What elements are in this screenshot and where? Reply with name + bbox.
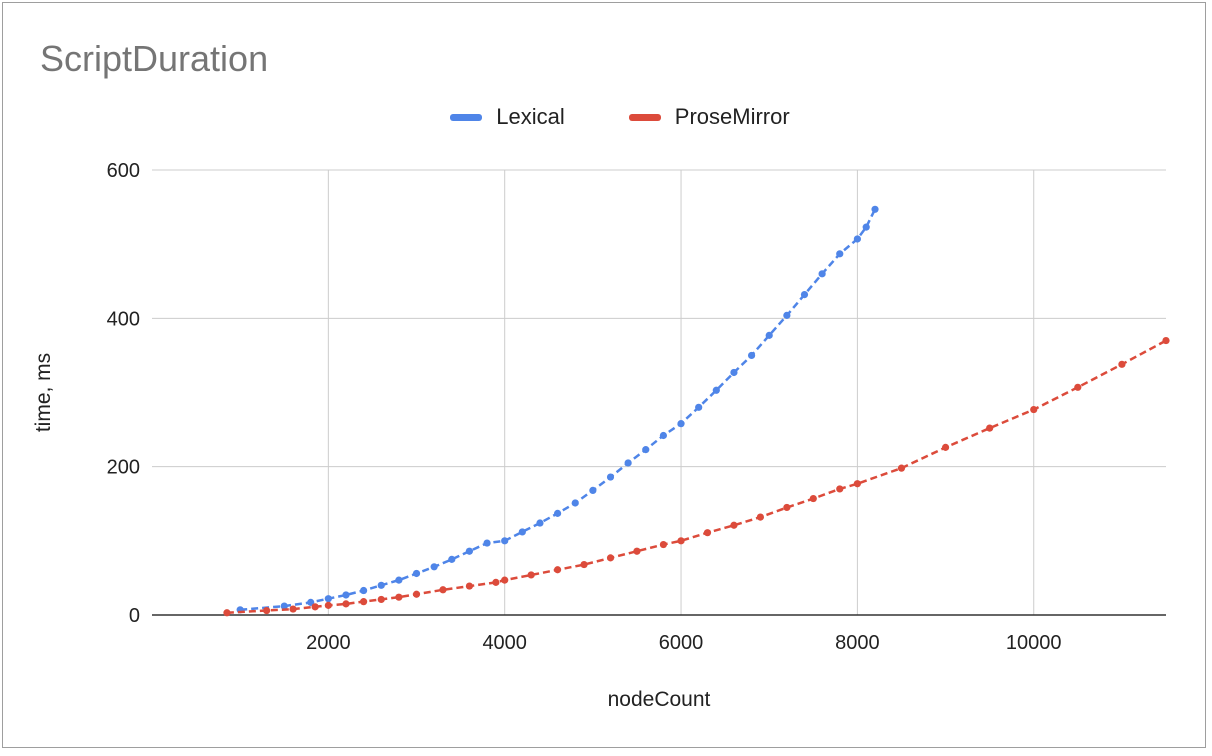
data-point-lexical xyxy=(862,223,870,231)
data-point-prosemirror xyxy=(377,595,385,604)
data-point-lexical xyxy=(324,595,332,603)
data-point-lexical xyxy=(765,331,773,339)
data-point-prosemirror xyxy=(412,590,421,598)
data-point-lexical xyxy=(536,519,544,527)
data-point-prosemirror xyxy=(289,605,297,613)
data-point-prosemirror xyxy=(492,578,500,586)
x-tick-label: 4000 xyxy=(482,632,527,654)
data-point-prosemirror xyxy=(1162,336,1170,345)
data-point-lexical xyxy=(465,547,474,555)
legend-swatch-lexical xyxy=(450,113,483,121)
x-tick-label: 6000 xyxy=(659,632,704,654)
data-point-prosemirror xyxy=(659,540,668,549)
data-point-lexical xyxy=(448,555,456,563)
data-point-lexical xyxy=(818,270,826,278)
data-point-lexical xyxy=(642,446,650,454)
y-tick-label: 200 xyxy=(107,457,140,479)
data-point-lexical xyxy=(836,250,844,258)
data-point-prosemirror xyxy=(395,593,403,601)
data-point-lexical xyxy=(430,563,438,571)
data-point-lexical xyxy=(730,368,738,377)
data-point-prosemirror xyxy=(836,485,844,493)
data-point-lexical xyxy=(377,581,385,589)
data-point-lexical xyxy=(695,403,703,411)
x-tick-label: 2000 xyxy=(306,632,351,654)
series-line-lexical xyxy=(240,208,877,612)
data-point-prosemirror xyxy=(1074,383,1082,391)
data-point-prosemirror xyxy=(527,571,535,579)
chart-legend: Lexical ProseMirror xyxy=(0,104,1212,130)
data-point-prosemirror xyxy=(311,603,319,611)
data-point-prosemirror xyxy=(360,598,368,606)
data-point-lexical xyxy=(501,537,509,545)
series-layer xyxy=(223,205,1170,617)
data-point-prosemirror xyxy=(439,586,447,594)
data-point-lexical xyxy=(412,569,421,578)
data-point-prosemirror xyxy=(809,494,817,503)
data-point-lexical xyxy=(280,602,288,610)
data-point-prosemirror xyxy=(677,537,685,545)
data-point-prosemirror xyxy=(263,606,271,615)
legend-item-lexical: Lexical xyxy=(422,104,565,130)
data-point-prosemirror xyxy=(223,609,231,617)
data-point-prosemirror xyxy=(554,566,562,574)
data-point-lexical xyxy=(783,311,791,319)
legend-label-prosemirror: ProseMirror xyxy=(674,104,790,129)
chart-title: ScriptDuration xyxy=(40,38,269,79)
data-point-prosemirror xyxy=(633,547,641,555)
y-axis-title: time, ms xyxy=(32,353,55,432)
data-point-lexical xyxy=(589,486,597,494)
data-point-lexical xyxy=(659,431,668,440)
data-point-prosemirror xyxy=(756,513,765,521)
data-point-lexical xyxy=(554,509,562,517)
data-point-lexical xyxy=(624,459,632,467)
x-tick-label: 10000 xyxy=(1006,632,1062,654)
data-point-lexical xyxy=(307,598,315,606)
data-point-lexical xyxy=(853,235,861,243)
data-point-lexical xyxy=(677,420,685,428)
data-point-lexical xyxy=(747,351,756,360)
legend-item-prosemirror: ProseMirror xyxy=(601,104,790,130)
data-point-lexical xyxy=(360,586,368,595)
data-point-prosemirror xyxy=(606,554,615,562)
data-point-prosemirror xyxy=(1030,405,1038,414)
x-tick-label: 8000 xyxy=(835,632,880,654)
data-point-lexical xyxy=(571,499,579,507)
data-point-lexical xyxy=(800,291,809,299)
data-point-lexical xyxy=(395,576,403,584)
data-point-prosemirror xyxy=(897,464,906,472)
grid-layer xyxy=(152,169,1166,616)
data-point-lexical xyxy=(518,528,526,536)
data-point-prosemirror xyxy=(501,576,509,584)
data-point-prosemirror xyxy=(941,443,950,451)
data-point-lexical xyxy=(712,386,720,394)
data-point-lexical xyxy=(871,205,879,213)
legend-label-lexical: Lexical xyxy=(496,104,565,129)
legend-swatch-prosemirror xyxy=(628,113,661,121)
data-point-prosemirror xyxy=(703,529,712,537)
data-point-lexical xyxy=(342,591,350,599)
y-tick-label: 600 xyxy=(107,160,140,182)
series-line-prosemirror xyxy=(226,339,1167,615)
data-point-prosemirror xyxy=(783,503,791,512)
data-point-prosemirror xyxy=(465,582,474,590)
data-point-lexical xyxy=(483,539,491,547)
data-point-prosemirror xyxy=(324,601,332,609)
x-axis-title: nodeCount xyxy=(608,688,711,711)
data-point-prosemirror xyxy=(730,521,738,529)
y-tick-label: 400 xyxy=(107,308,140,330)
data-point-lexical xyxy=(606,473,615,481)
data-point-prosemirror xyxy=(342,600,350,608)
data-point-prosemirror xyxy=(986,424,994,432)
data-point-prosemirror xyxy=(853,480,861,488)
tick-layer: 2000 4000 6000 8000 10000 0 200 400 600 xyxy=(107,160,1062,654)
data-point-prosemirror xyxy=(1118,360,1126,368)
y-tick-label: 0 xyxy=(129,605,140,627)
data-point-prosemirror xyxy=(580,560,588,569)
